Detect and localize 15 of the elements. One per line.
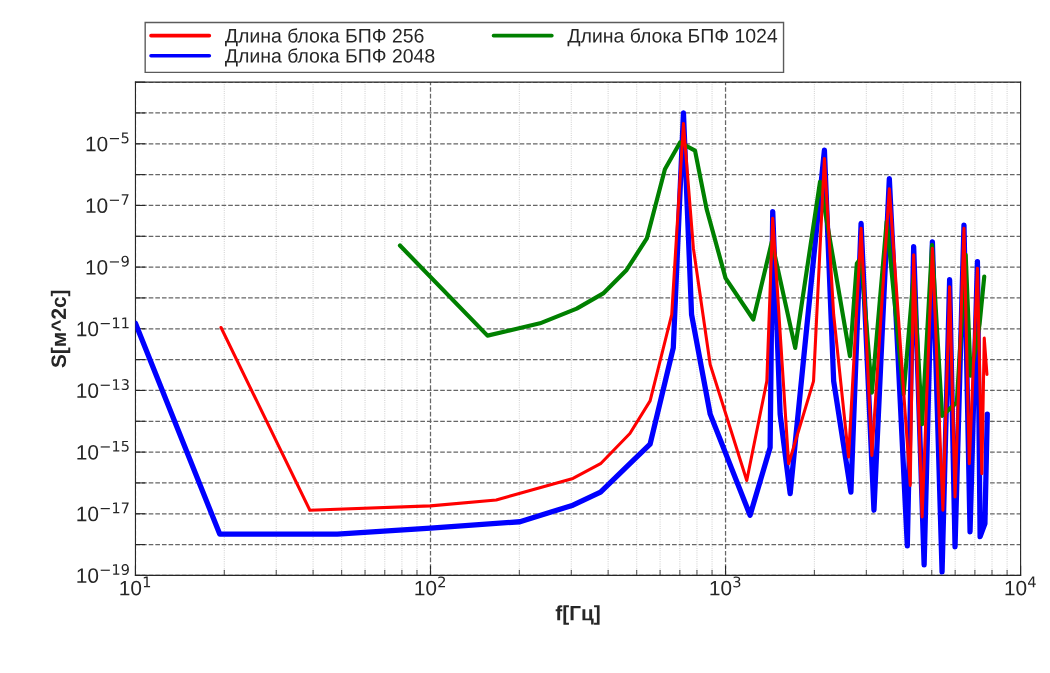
legend-label: Длина блока БПФ 2048: [225, 48, 435, 67]
y-tick-label: 10$^{−7}$: [86, 194, 129, 214]
y-tick-label: 10$^{−5}$: [86, 132, 129, 152]
y-tick-label: 10$^{−9}$: [86, 255, 129, 275]
x-tick-label: 10$^{4}$: [1005, 576, 1036, 596]
x-tick-label: 10$^{3}$: [710, 576, 741, 596]
y-tick-label: 10$^{−17}$: [77, 502, 129, 522]
legend-label: Длина блока БПФ 256: [225, 28, 424, 47]
y-tick-label: 10$^{−11}$: [77, 317, 129, 337]
y-axis-title: S[м^2с]: [50, 290, 71, 368]
y-tick-label: 10$^{−13}$: [77, 379, 129, 399]
x-axis-title: f[Гц]: [555, 605, 600, 625]
y-tick-label: 10$^{−15}$: [77, 440, 129, 460]
x-tick-label: 10$^{2}$: [415, 576, 446, 596]
legend-label: Длина блока БПФ 1024: [567, 28, 778, 47]
